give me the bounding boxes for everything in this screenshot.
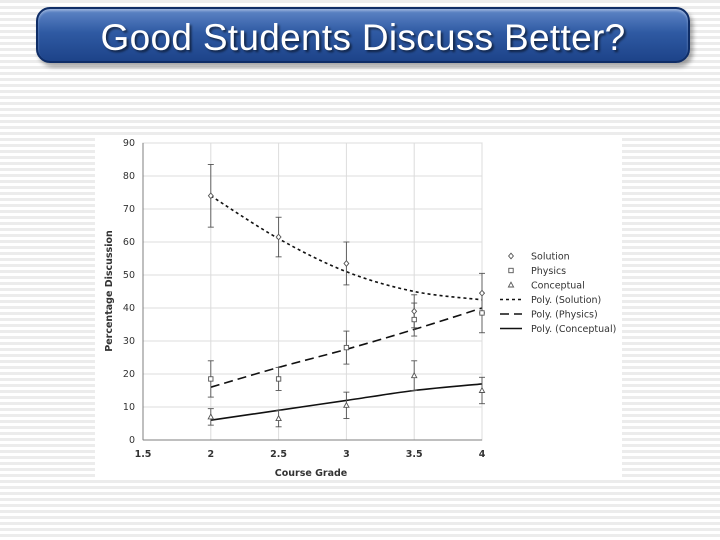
x-tick-label: 3	[343, 449, 350, 460]
legend-label: Solution	[531, 252, 570, 263]
y-tick-label: 50	[123, 270, 135, 281]
y-tick-label: 10	[123, 402, 135, 413]
legend-marker	[508, 252, 514, 260]
plot-area	[142, 142, 483, 441]
data-point	[275, 233, 282, 241]
data-point	[343, 344, 350, 351]
legend-label: Conceptual	[531, 281, 585, 292]
discussion-vs-grade-chart: 0 10 20 30 40 50 60 70 80 90 1.5 2 2.5 3 3.5 4 Solution…	[104, 138, 616, 479]
data-point	[410, 371, 418, 379]
y-tick-label: 80	[123, 171, 135, 182]
slide-title: Good Students Discuss Better?	[100, 17, 626, 58]
legend-label: Poly. (Solution)	[531, 295, 601, 306]
legend: Solution Physics Conceptual Poly. (Solution…	[500, 252, 616, 335]
data-point	[478, 386, 486, 393]
data-point	[479, 289, 485, 297]
x-tick-label: 3.5	[406, 449, 423, 460]
axes: 0 10 20 30 40 50 60 70 80 90 1.5 2 2.5 3 3.5 4	[123, 138, 486, 460]
gridlines	[142, 142, 483, 441]
y-tick-label: 30	[123, 336, 135, 347]
data-point	[343, 401, 350, 408]
y-tick-label: 90	[123, 138, 135, 149]
y-tick-label: 40	[123, 303, 135, 314]
data-point	[208, 376, 214, 382]
data-point	[411, 307, 418, 315]
x-tick-label: 1.5	[135, 449, 152, 460]
x-tick-label: 2	[207, 449, 214, 460]
data-points	[207, 192, 486, 421]
y-tick-label: 60	[123, 237, 135, 248]
x-tick-label: 2.5	[270, 449, 287, 460]
legend-label: Physics	[531, 266, 566, 277]
y-tick-label: 0	[129, 435, 135, 446]
x-axis-label: Course Grade	[275, 468, 348, 479]
data-point	[479, 310, 485, 316]
trendline	[210, 195, 483, 301]
legend-marker	[508, 267, 514, 274]
chart-panel: 0 10 20 30 40 50 60 70 80 90 1.5 2 2.5 3 3.5 4 Solution…	[95, 137, 622, 480]
y-axis-label: Percentage Discussion	[104, 230, 115, 352]
data-point	[207, 413, 215, 420]
data-point	[275, 414, 282, 421]
data-point	[207, 192, 214, 200]
data-point	[275, 376, 282, 382]
y-tick-label: 70	[123, 204, 135, 215]
y-tick-label: 20	[123, 369, 135, 380]
x-tick-label: 4	[479, 449, 486, 460]
legend-marker	[507, 281, 515, 288]
data-point	[411, 316, 417, 323]
legend-label: Poly. (Physics)	[531, 310, 598, 321]
slide-title-bar: Good Students Discuss Better?	[36, 7, 690, 63]
data-point	[343, 259, 350, 267]
legend-label: Poly. (Conceptual)	[531, 324, 616, 335]
